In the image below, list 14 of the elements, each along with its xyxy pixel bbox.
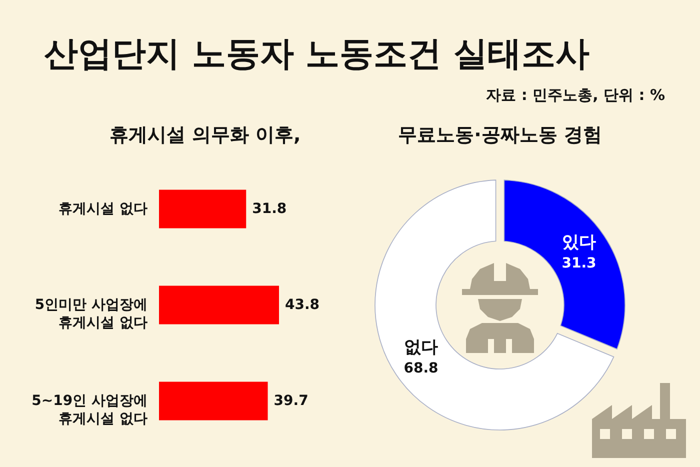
data-label: 43.8 xyxy=(285,297,320,313)
y-tick-label: 5~19인 사업장에 휴게시설 없다 xyxy=(32,393,148,427)
text: 자료 : 민주노총, 단위 : % xyxy=(486,86,665,105)
slice-label: 없다 xyxy=(404,338,438,358)
data-label: 31.8 xyxy=(252,201,287,217)
slice-label: 있다 xyxy=(562,232,596,252)
data-label: 68.8 xyxy=(404,360,438,377)
y-tick-label: 5인미만 사업장에 휴게시설 없다 xyxy=(34,297,148,331)
data-label: 39.7 xyxy=(274,393,308,409)
text: 산업단지 노동자 노동조건 실태조사 xyxy=(44,33,590,76)
data-label: 31.3 xyxy=(562,255,596,272)
chart-title: 무료노동·공짜노동 경험 xyxy=(398,124,602,146)
chart-title: 휴게시설 의무화 이후, xyxy=(109,124,301,146)
y-tick-label: 휴게시설 없다 xyxy=(58,201,148,217)
